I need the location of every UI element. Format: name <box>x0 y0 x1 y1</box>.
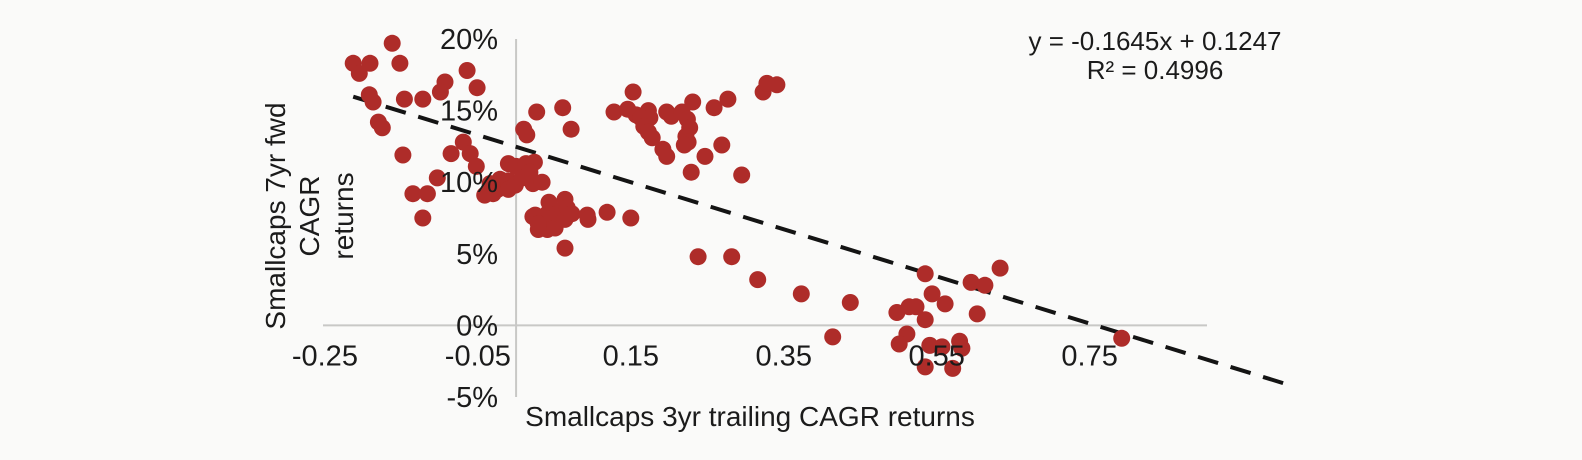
data-point <box>991 259 1009 277</box>
data-point <box>442 145 460 163</box>
data-point <box>768 76 786 94</box>
y-tick-label: 0% <box>456 310 498 342</box>
data-point <box>705 99 723 117</box>
data-point <box>944 359 962 377</box>
y-tick-label: 20% <box>440 24 498 56</box>
data-point <box>682 163 700 181</box>
data-point <box>461 145 479 163</box>
data-point <box>529 215 547 233</box>
data-point <box>968 305 986 323</box>
data-point <box>936 295 954 313</box>
data-point <box>719 90 737 108</box>
data-point <box>554 99 572 117</box>
data-point <box>373 119 391 137</box>
data-point <box>841 294 859 311</box>
data-point <box>916 265 934 283</box>
y-tick-label: 15% <box>440 96 498 128</box>
x-tick-label: -0.05 <box>445 340 511 372</box>
data-point <box>598 203 616 221</box>
data-point <box>562 120 580 138</box>
data-point <box>605 103 623 121</box>
data-point <box>468 79 486 97</box>
data-point <box>350 64 368 82</box>
y-tick-label: -5% <box>447 382 499 414</box>
data-point <box>684 93 702 111</box>
data-point <box>518 126 536 144</box>
data-point <box>723 248 741 266</box>
data-point <box>1113 329 1131 347</box>
data-point <box>675 136 693 154</box>
data-point <box>658 147 676 165</box>
data-point <box>533 173 551 191</box>
data-point <box>361 54 379 72</box>
y-axis-title-line2: returns <box>328 172 359 260</box>
trendline-r-squared: R² = 0.4996 <box>1086 55 1224 85</box>
y-tick-label: 10% <box>440 167 498 199</box>
data-point <box>431 83 449 101</box>
x-tick-label: 0.15 <box>603 340 659 372</box>
data-point <box>923 285 941 303</box>
data-point <box>428 169 446 187</box>
data-point <box>953 339 971 357</box>
data-point <box>689 248 707 266</box>
trendline-equation: y = -0.1645x + 0.1247 <box>1028 26 1282 56</box>
data-point <box>563 205 581 223</box>
x-axis-title: Smallcaps 3yr trailing CAGR returns <box>525 401 975 432</box>
data-point <box>713 136 731 154</box>
x-tick-label: -0.25 <box>292 340 358 372</box>
data-point <box>749 271 767 289</box>
data-point <box>467 157 485 175</box>
data-point <box>933 338 951 356</box>
x-tick-label: 0.75 <box>1061 340 1117 372</box>
trendline <box>352 94 1293 388</box>
data-point <box>907 298 925 316</box>
data-point <box>528 103 546 121</box>
trendline-equation-block: y = -0.1645x + 0.1247 R² = 0.4996 <box>1010 27 1300 85</box>
data-point <box>458 62 476 79</box>
y-axis-title: Smallcaps 7yr fwd CAGR returns <box>259 66 359 366</box>
data-point <box>556 239 574 257</box>
data-point <box>624 83 642 101</box>
data-point <box>476 186 494 204</box>
data-point <box>824 328 842 346</box>
data-point <box>622 209 640 227</box>
data-point <box>696 147 714 165</box>
data-point <box>792 285 810 303</box>
y-tick-label: 5% <box>456 239 498 271</box>
data-point <box>395 90 413 108</box>
x-tick-label: 0.35 <box>756 340 812 372</box>
data-point <box>418 185 436 203</box>
data-point <box>414 209 432 227</box>
data-point <box>733 166 751 184</box>
y-axis-title-line1: Smallcaps 7yr fwd CAGR <box>260 102 325 330</box>
data-point <box>394 146 412 164</box>
data-point <box>976 276 994 294</box>
data-point <box>890 335 908 353</box>
data-point <box>579 210 597 228</box>
data-point <box>643 129 661 147</box>
data-point <box>383 34 401 52</box>
data-point <box>404 185 422 203</box>
data-point <box>414 90 432 108</box>
data-point <box>962 273 980 291</box>
data-point <box>364 93 382 111</box>
data-point <box>391 54 409 72</box>
data-point <box>916 358 934 376</box>
data-point <box>916 311 934 329</box>
x-tick-label: 0.55 <box>908 340 964 372</box>
